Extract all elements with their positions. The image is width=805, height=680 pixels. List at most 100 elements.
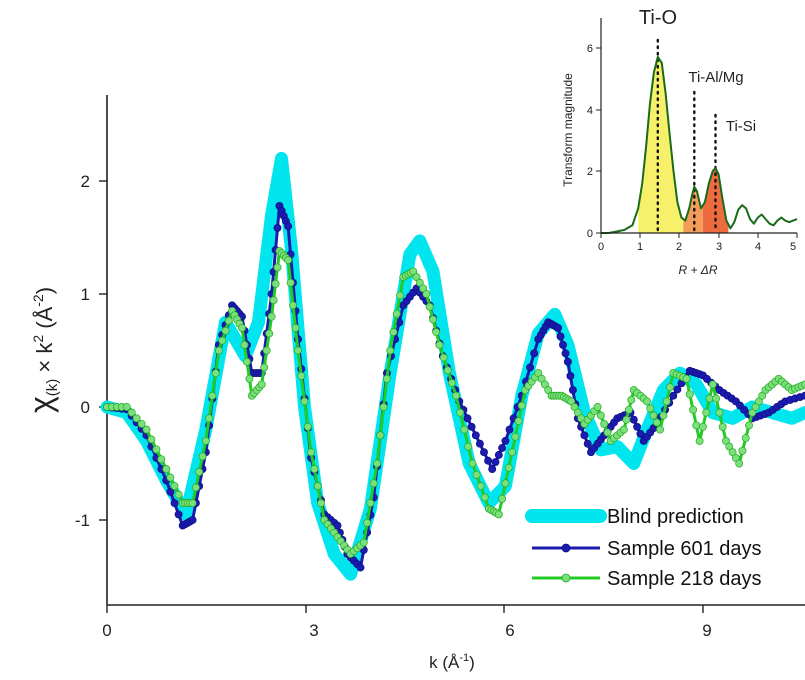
x-tick-label: 0 <box>102 621 111 640</box>
data-point <box>425 302 434 311</box>
data-point <box>333 521 342 530</box>
data-point <box>245 374 254 383</box>
data-point <box>373 459 381 468</box>
inset-y-tick-label: 0 <box>587 228 593 240</box>
data-point <box>643 397 651 406</box>
data-point <box>498 444 507 452</box>
main-y-ticks: -1 0 1 2 <box>75 172 107 530</box>
peak-area-ti-o <box>638 56 684 234</box>
data-point <box>689 405 698 414</box>
data-point <box>593 403 602 411</box>
data-point <box>705 394 714 403</box>
y-axis-title: χ(k) × k2 (Å-2) <box>23 287 61 413</box>
data-point <box>289 301 297 310</box>
data-point <box>702 408 711 417</box>
data-point <box>583 439 592 448</box>
data-point <box>122 403 131 411</box>
data-point <box>530 349 539 358</box>
data-point <box>452 391 460 400</box>
data-point <box>188 516 197 524</box>
inset-x-tick-label: 2 <box>676 241 682 253</box>
data-point <box>685 390 694 399</box>
data-point <box>286 278 295 287</box>
data-point <box>526 363 535 372</box>
y-axis-k: (k) <box>44 379 61 397</box>
data-point <box>396 291 404 300</box>
inset-y-tick-label: 4 <box>587 105 593 117</box>
data-point <box>480 448 488 457</box>
data-point <box>603 428 612 437</box>
data-point <box>596 411 605 420</box>
data-point <box>491 458 500 467</box>
data-point <box>666 383 674 392</box>
inset-x-tick-label: 1 <box>637 241 643 253</box>
data-point <box>240 340 249 349</box>
data-point <box>508 448 516 457</box>
y-axis-close: ) <box>32 287 57 294</box>
data-point <box>501 436 510 445</box>
data-point <box>476 482 485 491</box>
data-point <box>447 379 456 387</box>
data-point <box>501 479 510 488</box>
x-axis-title-main: k (Å <box>429 653 460 672</box>
data-point <box>170 482 179 491</box>
data-point <box>284 222 293 231</box>
data-point <box>662 397 671 406</box>
data-point <box>712 394 721 403</box>
data-point <box>561 349 570 358</box>
data-point <box>439 353 448 362</box>
data-point <box>137 419 146 428</box>
data-point <box>738 446 747 455</box>
data-point <box>303 422 312 431</box>
inset-x-axis-title: R + ΔR <box>678 263 717 277</box>
data-point <box>741 434 750 443</box>
y-tick-label: 2 <box>81 172 90 191</box>
data-point <box>382 374 391 383</box>
data-point <box>198 452 207 461</box>
y-axis-unit: (Å <box>32 306 57 334</box>
data-point <box>563 357 572 366</box>
data-point <box>517 401 526 410</box>
inset-y-axis-title: Transform magnitude <box>561 73 575 187</box>
data-point <box>422 290 431 298</box>
data-point <box>271 279 280 288</box>
x-tick-label: 6 <box>505 621 514 640</box>
data-point <box>307 448 316 457</box>
inset-y-tick-label: 2 <box>587 166 593 178</box>
legend-marker-601 <box>561 543 571 553</box>
data-point <box>142 425 151 434</box>
data-point <box>468 459 477 468</box>
x-axis-title-exp: -1 <box>459 652 469 664</box>
data-point <box>174 490 183 499</box>
data-point <box>801 380 805 389</box>
y-axis-chi: χ <box>23 396 59 413</box>
peak-label-ti-al-mg: Ti-Al/Mg <box>688 69 743 86</box>
data-point <box>568 386 577 395</box>
data-point <box>718 422 727 431</box>
data-point <box>366 499 375 508</box>
x-tick-label: 9 <box>702 621 711 640</box>
legend-marker-218 <box>561 573 571 583</box>
data-point <box>386 346 395 355</box>
data-point <box>432 328 441 337</box>
inset-x-tick-label: 5 <box>790 241 796 253</box>
data-point <box>224 316 233 325</box>
data-point <box>313 482 322 491</box>
data-point <box>392 309 401 318</box>
data-point <box>504 463 513 472</box>
inset-x-ticks: 0 1 2 3 4 5 <box>598 233 798 253</box>
data-point <box>291 323 300 332</box>
inset-x-tick-label: 3 <box>716 241 722 253</box>
data-point <box>294 346 302 355</box>
data-point <box>221 326 230 335</box>
data-point <box>619 425 628 434</box>
data-point <box>265 329 274 338</box>
data-point <box>636 429 645 438</box>
data-point <box>262 346 271 355</box>
series-line-sample-218-markers <box>103 247 805 558</box>
y-axis-times: × k <box>32 342 57 379</box>
y-axis-unit-exp: -2 <box>30 294 46 307</box>
data-point <box>300 397 309 406</box>
data-point <box>242 357 251 366</box>
x-axis-title: k (Å-1) <box>429 652 475 672</box>
